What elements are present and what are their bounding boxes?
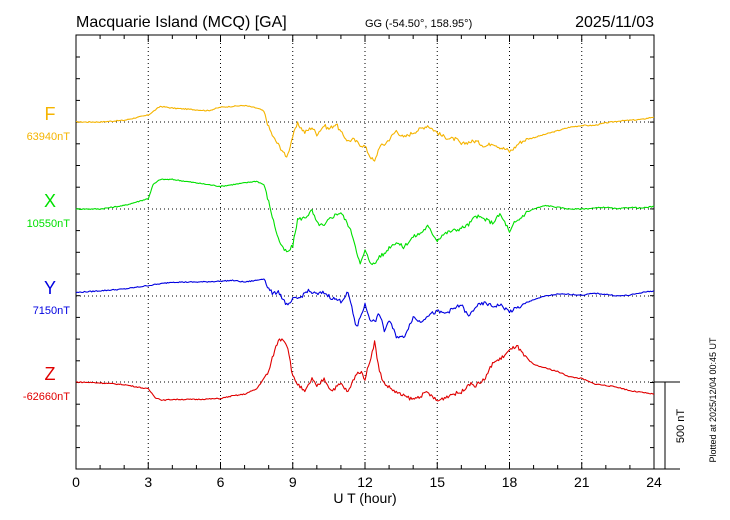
x-tick-label: 6 <box>217 474 225 490</box>
series-line-x <box>75 178 655 266</box>
series-name-f: F <box>45 104 56 124</box>
x-tick-label: 9 <box>289 474 297 490</box>
x-tick-label: 12 <box>357 474 373 490</box>
series-baseline-x: 10550nT <box>27 218 71 230</box>
series-line-y <box>75 278 655 339</box>
x-tick-label: 21 <box>574 474 590 490</box>
series-line-z <box>76 338 655 402</box>
x-tick-label: 18 <box>502 474 518 490</box>
series-baseline-y: 7150nT <box>33 305 71 317</box>
series-name-x: X <box>44 191 56 211</box>
x-tick-label: 24 <box>646 474 662 490</box>
x-tick-label: 3 <box>144 474 152 490</box>
x-tick-label: 0 <box>72 474 80 490</box>
series-name-y: Y <box>44 278 56 298</box>
series-baseline-z: -62660nT <box>23 391 70 403</box>
scale-bar-label: 500 nT <box>675 409 687 444</box>
station-title: Macquarie Island (MCQ) [GA] <box>76 14 287 31</box>
series-group <box>75 104 655 402</box>
plotted-timestamp: Plotted at 2025/12/04 00:45 UT <box>708 337 718 463</box>
x-tick-labels: 0 3 6 9 12 15 18 21 24 <box>72 474 662 490</box>
scale-bar: 500 nT <box>654 381 687 470</box>
series-baseline-f: 63940nT <box>27 131 71 143</box>
x-tick-label: 15 <box>429 474 445 490</box>
series-line-f <box>76 104 655 162</box>
axis-ticks <box>75 35 655 469</box>
station-coords: GG (-54.50°, 158.95°) <box>365 18 472 30</box>
x-axis-label: U T (hour) <box>333 490 396 506</box>
plot-date: 2025/11/03 <box>575 14 654 31</box>
series-name-z: Z <box>45 364 56 384</box>
chart-grid <box>76 35 654 469</box>
series-labels: F 63940nT X 10550nT Y 7150nT Z -62660nT <box>23 104 70 403</box>
